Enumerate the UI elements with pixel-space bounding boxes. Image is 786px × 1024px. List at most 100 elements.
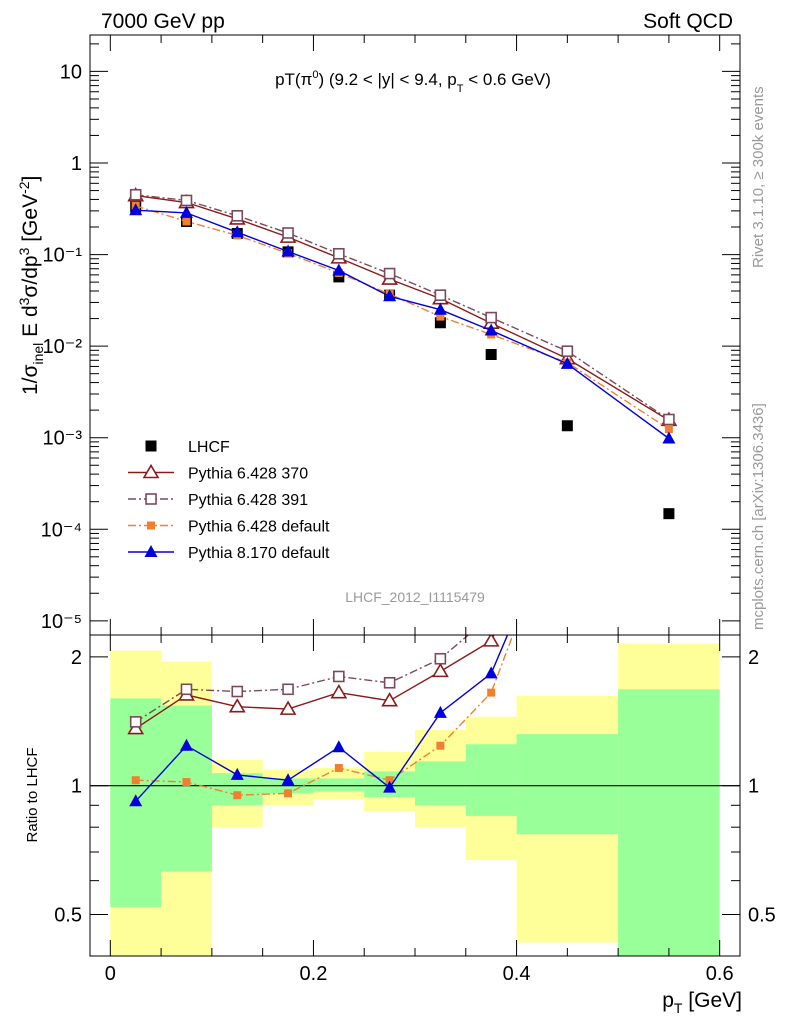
main-title: pT(π0) (9.2 < |y| < 9.4, pT < 0.6 GeV) (275, 69, 551, 95)
ratio-point-p391 (180, 683, 193, 696)
ratio-y-tick-label-right: 0.5 (748, 905, 776, 927)
legend-item-p391: Pythia 6.428 391 (128, 492, 308, 509)
ratio-point-p8def (129, 794, 143, 807)
ratio-point-p370 (381, 692, 399, 707)
series-line-p8def (135, 209, 670, 440)
y-tick-label: 10⁻¹ (43, 245, 83, 267)
ratio-y-tick-label-left: 2 (71, 647, 82, 669)
ratio-point-p8def (230, 767, 244, 780)
ratio-point-p8def (332, 740, 346, 753)
data-point-p391 (561, 345, 574, 358)
data-point-p391 (485, 311, 497, 324)
band-inner (465, 744, 517, 816)
legend-label-p6def: Pythia 6.428 default (188, 519, 330, 536)
header-category-label: Soft QCD (643, 10, 733, 33)
x-tick-label: 0 (105, 963, 116, 985)
data-point-lhcf (561, 420, 573, 432)
ratio-y-axis: 0.5 0.5 1 1 2 2 (54, 647, 776, 957)
data-point-p8def (433, 302, 447, 315)
ratio-point-p370 (279, 700, 297, 715)
mcplots-label: mcplots.cern.ch [arXiv:1306.3436] (750, 403, 767, 630)
ratio-point-p391 (434, 652, 447, 665)
legend-item-p8def: Pythia 8.170 default (128, 545, 330, 562)
legend-label-lhcf: LHCF (188, 439, 230, 456)
data-point-p8def (383, 289, 397, 302)
ratio-point-p6def (131, 776, 140, 785)
ratio-y-axis-label: Ratio to LHCF (24, 747, 41, 842)
ratio-point-p391 (333, 670, 345, 683)
ratio-y-tick-label-right: 2 (748, 647, 759, 669)
ratio-panel: 0.5 0.5 1 1 2 2 0 0.2 0.4 0.6 Ratio to LHCF pT [… (24, 35, 776, 1016)
y-tick-label: 10⁻⁵ (41, 611, 82, 633)
y-tick-label: 1 (71, 153, 82, 175)
main-y-axis: 10⁻⁵ 10⁻⁴ 10⁻³ 10⁻² 10⁻¹ 1 10 (41, 43, 740, 633)
data-point-p8def (179, 205, 193, 218)
main-y-axis-label: 1/σinel E d3σ/dp3 [GeV-2] (16, 176, 46, 395)
x-tick-label: 0.6 (706, 963, 734, 985)
ratio-point-p370 (228, 698, 246, 713)
ratio-point-p6def (487, 688, 496, 697)
band-inner (161, 705, 212, 872)
data-point-p6def (664, 425, 673, 434)
legend-label-p8def: Pythia 8.170 default (188, 545, 330, 562)
data-point-p8def (129, 203, 143, 216)
legend-item-p6def: Pythia 6.428 default (128, 519, 330, 536)
ratio-point-p391 (231, 685, 244, 698)
legend-marker-p391 (145, 493, 157, 505)
ratio-point-p391 (486, 610, 496, 620)
y-tick-label: 10⁻⁴ (41, 519, 82, 541)
header-energy-label: 7000 GeV pp (101, 10, 225, 33)
ratio-point-p8def (383, 780, 397, 793)
ratio-point-p6def (233, 791, 242, 800)
band-inner (313, 778, 365, 792)
band-inner (618, 689, 720, 956)
x-tick-label: 0.2 (300, 963, 328, 985)
ratio-y-tick-label-left: 0.5 (54, 905, 82, 927)
data-point-lhcf (434, 317, 446, 329)
ratio-point-p6def (284, 789, 293, 798)
ratio-point-p8def (433, 705, 447, 718)
legend-label-p391: Pythia 6.428 391 (188, 492, 308, 509)
series-line-p6def (135, 205, 670, 430)
legend-marker-p6def (147, 521, 155, 530)
ratio-y-tick-label-right: 1 (748, 776, 759, 798)
x-tick-label: 0.4 (503, 963, 531, 985)
data-point-p391 (231, 210, 244, 222)
y-tick-label: 10⁻² (43, 336, 83, 358)
series-p391 (129, 188, 675, 426)
ratio-point-p370 (330, 684, 348, 699)
ratio-point-p370 (482, 635, 500, 647)
ratio-point-p391 (562, 433, 572, 443)
ratio-point-p8def (484, 666, 498, 679)
ratio-point-p6def (182, 778, 191, 787)
ratio-point-p8def (561, 487, 574, 499)
legend-marker-lhcf (145, 440, 157, 452)
watermark-label: LHCF_2012_I1115479 (345, 589, 485, 605)
ratio-point-p8def (281, 773, 295, 786)
data-point-p391 (383, 267, 396, 280)
ratio-point-p391 (129, 716, 142, 728)
data-point-p6def (182, 217, 191, 226)
data-point-p8def (560, 356, 574, 369)
data-point-p8def (281, 244, 295, 257)
ratio-point-p6def (563, 486, 571, 494)
ratio-point-p370 (560, 465, 574, 477)
data-point-p391 (663, 413, 675, 426)
x-axis-label: pT [GeV] (662, 989, 742, 1016)
data-point-p391 (129, 188, 142, 201)
x-axis: 0 0.2 0.4 0.6 (105, 35, 734, 985)
series-line-p391 (135, 194, 670, 421)
ratio-series-p391 (129, 433, 572, 728)
data-point-p391 (333, 247, 345, 260)
y-tick-label: 10 (60, 61, 82, 83)
data-point-lhcf (663, 508, 675, 520)
legend: LHCF Pythia 6.428 370 Pythia 6.428 391 Pyth… (128, 439, 330, 562)
band-inner (516, 734, 619, 835)
data-point-p391 (282, 227, 294, 239)
y-tick-label: 10⁻³ (43, 428, 83, 450)
ratio-series-p6def (131, 486, 571, 800)
series-line-p370 (135, 194, 670, 421)
ratio-point-p6def (385, 776, 394, 785)
band-inner (415, 761, 466, 806)
